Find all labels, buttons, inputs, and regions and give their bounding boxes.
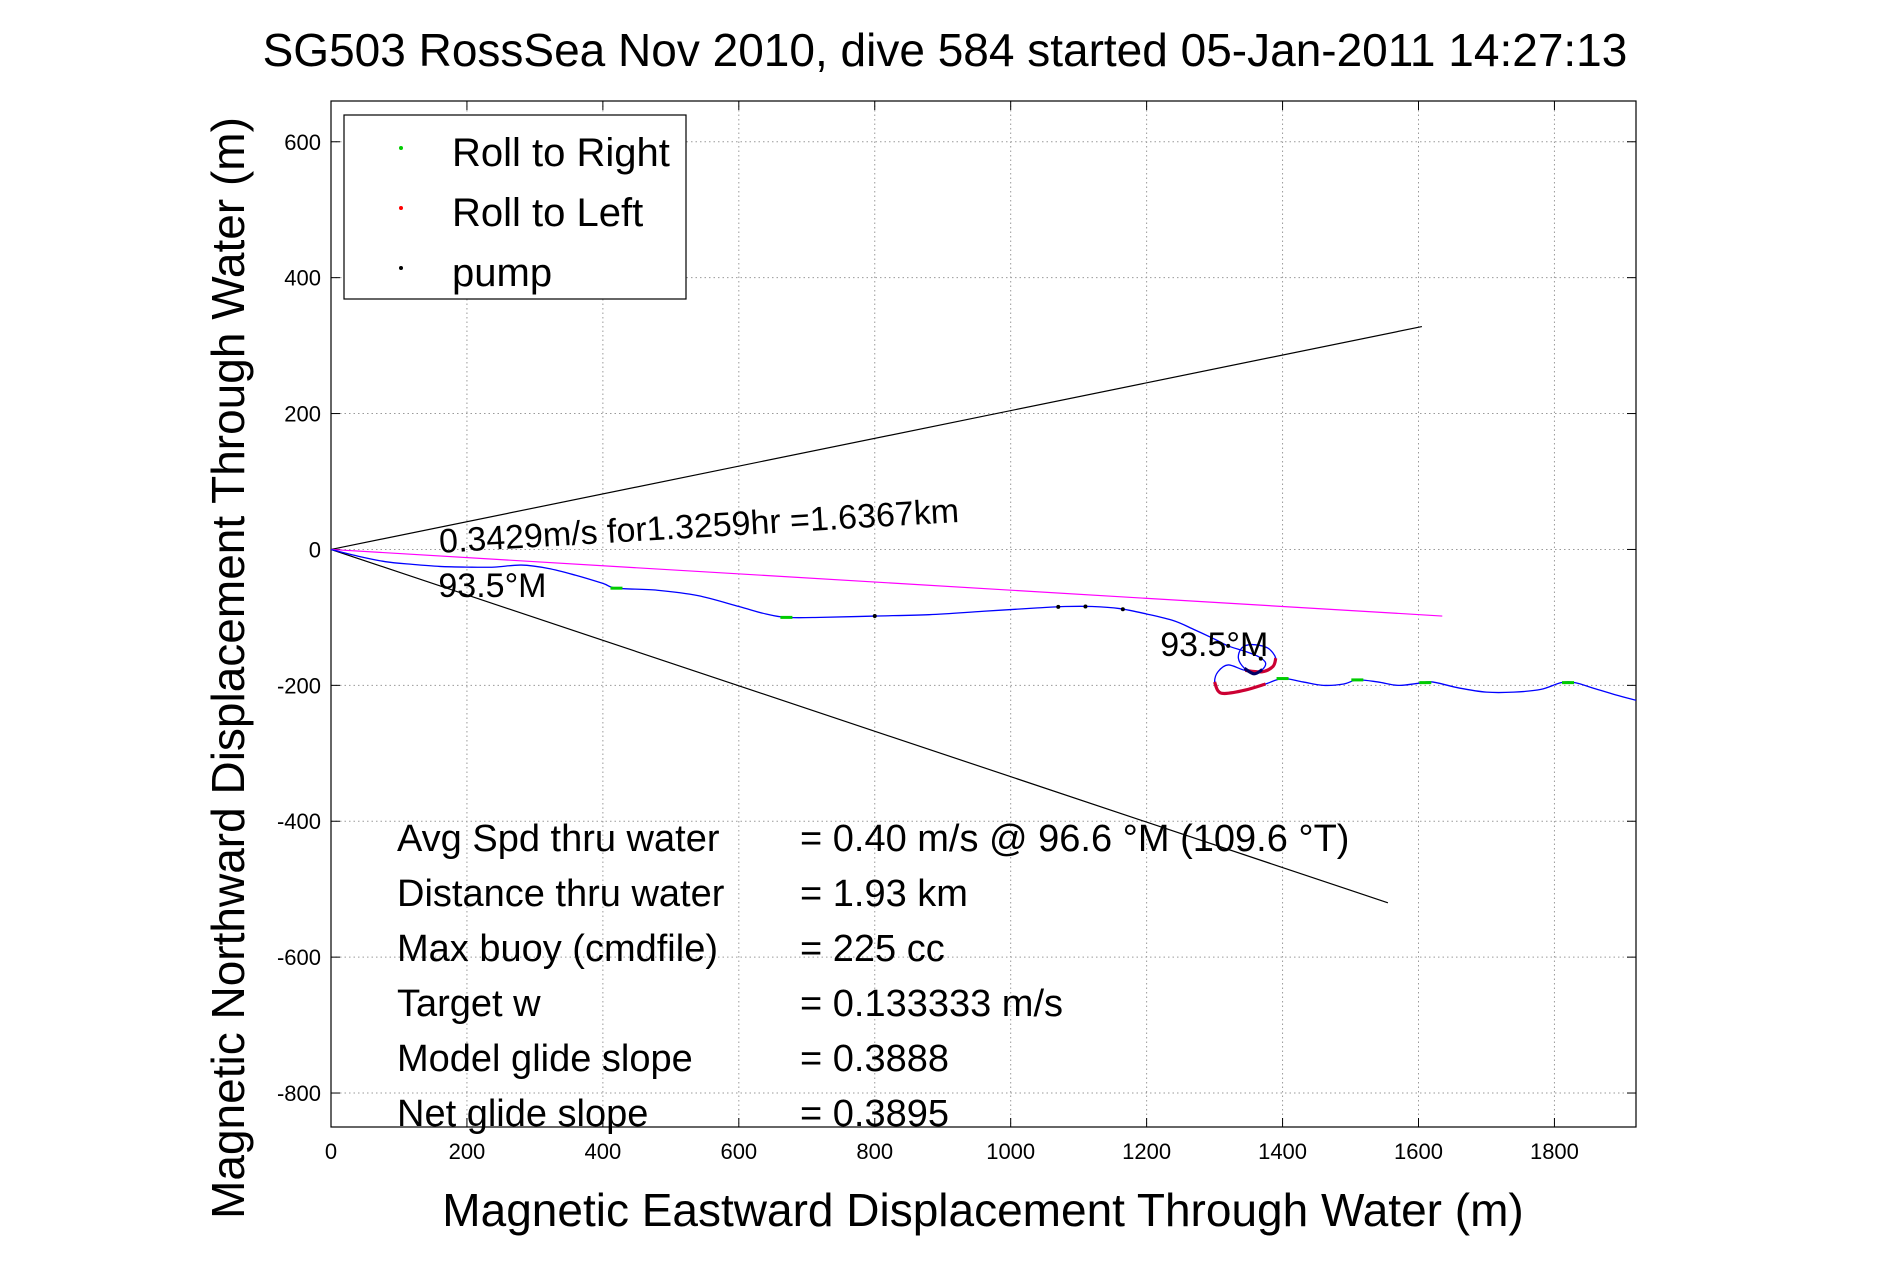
stat-label: Net glide slope xyxy=(397,1093,648,1135)
legend-marker xyxy=(399,146,403,150)
pump-marker xyxy=(1243,666,1264,676)
stat-value: = 0.133333 m/s xyxy=(800,983,1063,1025)
x-axis-label: Magnetic Eastward Displacement Through W… xyxy=(442,1184,1523,1236)
x-tick-label: 1400 xyxy=(1258,1139,1307,1164)
y-tick-label: 400 xyxy=(284,266,321,291)
pump-marker xyxy=(872,614,877,619)
stat-label: Target w xyxy=(397,983,541,1025)
plot-frame xyxy=(330,100,1637,1128)
wedge-line xyxy=(331,548,1389,904)
stats-block: Avg Spd thru water = 0.40 m/s @ 96.6 °M (… xyxy=(397,818,1349,1135)
x-tick-label: 1000 xyxy=(986,1139,1035,1164)
stat-label: Avg Spd thru water xyxy=(397,818,720,860)
wedge-line xyxy=(331,325,1423,551)
annotations: 0.3429m/s for1.3259hr =1.6367km 93.5°M 93.… xyxy=(438,492,1268,664)
y-tick-label: 600 xyxy=(284,130,321,155)
y-tick-label: -200 xyxy=(277,673,321,698)
legend-label: Roll to Left xyxy=(452,191,643,235)
chart-title: SG503 RossSea Nov 2010, dive 584 started… xyxy=(263,24,1628,76)
stat-label: Model glide slope xyxy=(397,1038,693,1080)
legend-marker xyxy=(399,266,403,270)
x-tick-label: 600 xyxy=(720,1139,757,1164)
y-tick-label: -600 xyxy=(277,945,321,970)
y-tick-label: 200 xyxy=(284,402,321,427)
y-axis-ticks: 600 400 200 0 -200 -400 -600 -800 xyxy=(277,130,1636,1106)
stat-label: Max buoy (cmdfile) xyxy=(397,928,718,970)
stat-value: = 0.3895 xyxy=(800,1093,949,1135)
annotation-text: 0.3429m/s for1.3259hr =1.6367km xyxy=(438,492,960,561)
stat-value: = 0.40 m/s @ 96.6 °M (109.6 °T) xyxy=(800,818,1349,860)
x-tick-label: 200 xyxy=(449,1139,486,1164)
y-tick-label: -800 xyxy=(277,1081,321,1106)
roll-left-marker xyxy=(1245,657,1278,674)
pump-marker xyxy=(1226,643,1231,648)
x-tick-label: 1600 xyxy=(1394,1139,1443,1164)
plot-area xyxy=(331,325,1636,904)
legend-label: pump xyxy=(452,251,552,295)
x-tick-label: 800 xyxy=(856,1139,893,1164)
legend-label: Roll to Right xyxy=(452,131,670,175)
stat-value: = 225 cc xyxy=(800,928,945,970)
x-tick-label: 0 xyxy=(325,1139,337,1164)
x-tick-label: 1200 xyxy=(1122,1139,1171,1164)
stat-label: Distance thru water xyxy=(397,873,725,915)
legend-marker xyxy=(399,206,403,210)
legend: Roll to Right Roll to Left pump xyxy=(343,114,687,300)
roll-left-marker xyxy=(1213,681,1267,696)
y-tick-label: 0 xyxy=(309,537,321,562)
x-tick-label: 1800 xyxy=(1530,1139,1579,1164)
x-tick-label: 400 xyxy=(585,1139,622,1164)
y-tick-label: -400 xyxy=(277,809,321,834)
pump-marker xyxy=(1056,604,1061,609)
stat-value: = 1.93 km xyxy=(800,873,968,915)
pump-marker xyxy=(1083,604,1088,609)
pump-marker xyxy=(1120,607,1125,612)
net-displacement-line xyxy=(331,548,1443,617)
annotation-text: 93.5°M xyxy=(438,567,546,605)
stat-value: = 0.3888 xyxy=(800,1038,949,1080)
pump-marker xyxy=(1258,656,1263,661)
y-axis-label: Magnetic Northward Displacement Through … xyxy=(202,117,254,1219)
annotation-text: 93.5°M xyxy=(1160,626,1268,664)
x-axis-ticks: 0 200 400 600 800 1000 1200 1400 1600 1800 xyxy=(325,101,1579,1164)
